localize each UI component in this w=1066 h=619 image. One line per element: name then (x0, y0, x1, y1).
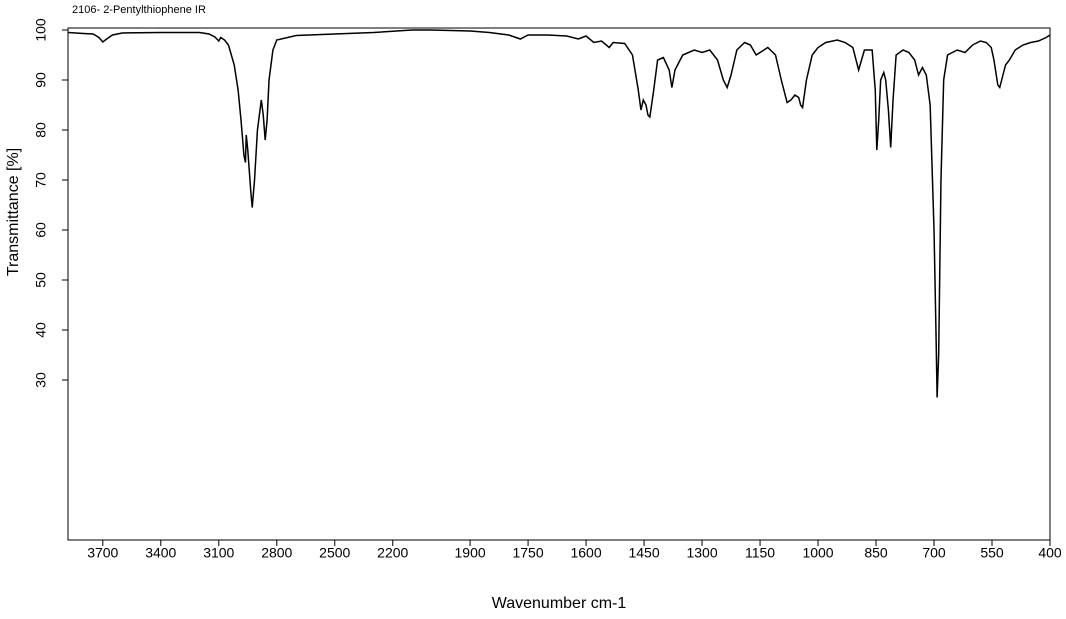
x-tick-label: 1150 (745, 545, 775, 561)
y-axis-label: Transmittance [%] (5, 148, 22, 276)
x-tick-label: 2500 (319, 545, 350, 561)
y-tick-label: 90 (33, 72, 49, 88)
y-tick-label: 80 (33, 122, 49, 138)
x-tick-label: 1750 (512, 545, 543, 561)
x-tick-label: 3100 (203, 545, 234, 561)
x-tick-label: 1450 (628, 545, 659, 561)
x-tick-label: 3700 (87, 545, 118, 561)
x-tick-label: 1600 (570, 545, 601, 561)
y-tick-label: 30 (33, 372, 49, 388)
x-axis-label: Wavenumber cm-1 (492, 595, 627, 612)
x-tick-label: 1900 (455, 545, 486, 561)
spectrum-line (67, 29, 1051, 398)
x-tick-label: 1300 (686, 545, 717, 561)
x-tick-label: 700 (922, 545, 946, 561)
y-tick-label: 70 (33, 172, 49, 188)
x-tick-label: 2200 (377, 545, 408, 561)
y-tick-label: 100 (33, 18, 49, 42)
y-tick-label: 50 (33, 272, 49, 288)
x-tick-label: 2800 (261, 545, 292, 561)
y-tick-label: 60 (33, 222, 49, 238)
x-tick-label: 400 (1038, 545, 1062, 561)
x-tick-label: 1000 (802, 545, 833, 561)
chart-title: 2106- 2-Pentylthiophene IR (72, 4, 206, 16)
x-tick-label: 3400 (145, 545, 176, 561)
plot-frame (67, 27, 1051, 541)
x-tick-label: 850 (864, 545, 888, 561)
x-tick-label: 550 (980, 545, 1004, 561)
y-tick-label: 40 (33, 322, 49, 338)
